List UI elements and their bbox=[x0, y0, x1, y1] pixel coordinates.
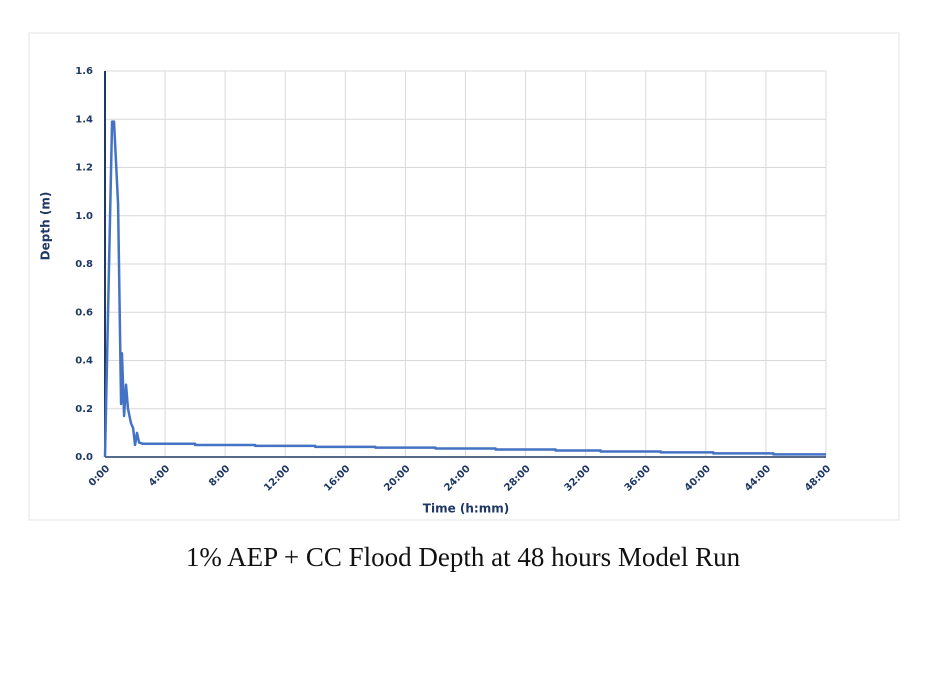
y-tick-label: 1.2 bbox=[75, 163, 93, 174]
line-series bbox=[103, 120, 826, 458]
y-tick-label: 1.6 bbox=[75, 66, 93, 77]
y-tick-label: 1.4 bbox=[75, 114, 93, 125]
chart-frame bbox=[28, 32, 900, 521]
y-tick-label: 0.4 bbox=[75, 356, 93, 367]
y-tick-label: 0.0 bbox=[75, 452, 93, 463]
y-tick-label: 1.0 bbox=[75, 211, 93, 222]
x-axis-title: Time (h:mm) bbox=[423, 502, 509, 516]
y-tick-label: 0.2 bbox=[75, 404, 93, 415]
y-axis-title: Depth (m) bbox=[39, 192, 53, 261]
y-tick-label: 0.6 bbox=[75, 307, 93, 318]
caption: 1% AEP + CC Flood Depth at 48 hours Mode… bbox=[186, 542, 741, 572]
y-tick-label: 0.8 bbox=[75, 259, 93, 270]
